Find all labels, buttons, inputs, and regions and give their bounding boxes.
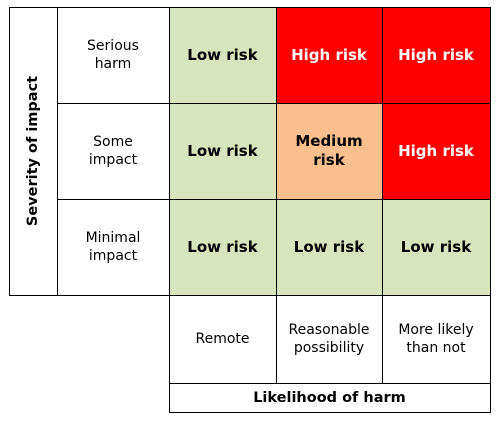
risk-cell-some-remote: Low risk <box>169 103 276 199</box>
risk-cell-serious-remote: Low risk <box>169 7 276 103</box>
risk-cell-minimal-likely: Low risk <box>382 199 490 295</box>
risk-cell-some-likely: High risk <box>382 103 490 199</box>
risk-cell-some-reasonable: Medium risk <box>276 103 382 199</box>
likelihood-level-likely: More likely than not <box>398 322 474 356</box>
severity-level-some-impact: Some impact <box>88 134 138 168</box>
likelihood-level-reasonable: Reasonable possibility <box>288 322 370 356</box>
risk-cell-minimal-remote: Low risk <box>169 199 276 295</box>
risk-cell-serious-likely: High risk <box>382 7 490 103</box>
risk-cell-minimal-reasonable: Low risk <box>276 199 382 295</box>
severity-axis-title: Severity of impact <box>9 7 57 295</box>
likelihood-level-remote: Remote <box>195 331 250 347</box>
severity-level-minimal-impact: Minimal impact <box>85 230 141 264</box>
severity-axis-title-text: Severity of impact <box>25 75 41 227</box>
likelihood-axis-title: Likelihood of harm <box>253 390 406 406</box>
risk-cell-serious-reasonable: High risk <box>276 7 382 103</box>
severity-level-serious-harm: Serious harm <box>87 38 139 72</box>
